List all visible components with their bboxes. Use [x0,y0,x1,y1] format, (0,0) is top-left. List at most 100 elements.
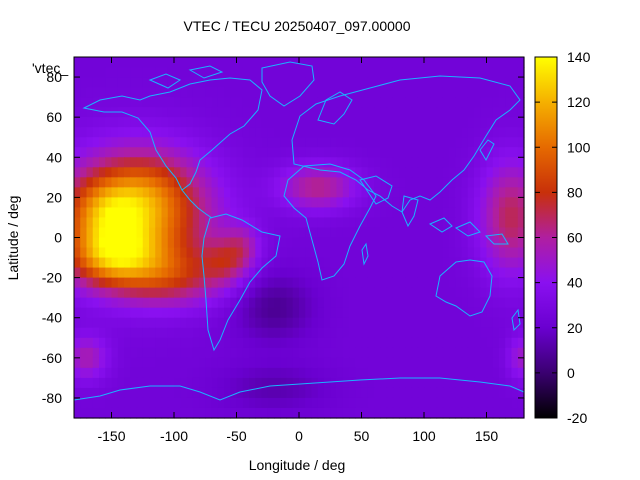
heatmap-cell [224,237,231,249]
heatmap-cell [430,247,438,259]
heatmap-cell [399,247,406,259]
heatmap-cell [155,387,163,399]
heatmap-cell [217,237,225,249]
heatmap-cell [405,147,413,158]
heatmap-cell [474,327,481,339]
heatmap-cell [392,247,400,259]
heatmap-cell [349,387,356,399]
heatmap-cell [136,177,144,188]
heatmap-cell [286,327,294,339]
heatmap-cell [424,267,431,279]
heatmap-cell [349,197,356,209]
heatmap-cell [517,357,525,369]
heatmap-cell [392,317,400,329]
heatmap-cell [130,397,138,409]
heatmap-cell [336,77,344,88]
heatmap-cell [280,187,288,198]
heatmap-cell [205,297,213,309]
heatmap-cell [286,167,294,178]
heatmap-cell [367,377,375,389]
heatmap-cell [392,367,400,379]
heatmap-cell [130,237,138,249]
heatmap-cell [311,337,319,349]
heatmap-cell [174,357,181,369]
heatmap-cell [442,227,450,239]
heatmap-cell [292,347,300,359]
heatmap-cell [192,217,200,229]
heatmap-cell [480,237,488,249]
heatmap-cell [242,297,250,309]
heatmap-cell [105,77,113,88]
colorbar-tick-label: 0 [567,365,575,381]
heatmap-cell [480,167,488,178]
heatmap-cell [461,57,469,68]
heatmap-cell [111,237,119,249]
heatmap-cell [167,377,175,389]
heatmap-cell [486,117,494,128]
heatmap-cell [224,287,231,299]
heatmap-cell [230,317,238,329]
heatmap-cell [211,247,219,259]
heatmap-cell [174,387,181,399]
heatmap-cell [474,77,481,88]
heatmap-cell [436,277,444,289]
heatmap-cell [405,317,413,329]
heatmap-cell [361,177,369,188]
heatmap-cell [442,287,450,299]
heatmap-cell [355,247,363,259]
heatmap-cell [349,207,356,219]
heatmap-cell [236,97,244,108]
heatmap-cell [92,287,100,299]
heatmap-cell [386,357,394,369]
colorbar-tick-label: 140 [567,49,591,65]
heatmap-cell [399,287,406,299]
heatmap-cell [442,387,450,399]
heatmap-cell [474,107,481,118]
heatmap-cell [142,177,150,188]
heatmap-cell [105,197,113,209]
heatmap-cell [336,357,344,369]
heatmap-cell [267,277,275,289]
heatmap-cell [336,377,344,389]
heatmap-cell [455,97,463,108]
heatmap-cell [261,337,269,349]
heatmap-cell [342,157,350,168]
heatmap-cell [436,77,444,88]
heatmap-cell [236,167,244,178]
heatmap-cell [286,317,294,329]
heatmap-cell [455,327,463,339]
heatmap-cell [186,347,194,359]
heatmap-cell [186,357,194,369]
heatmap-cell [430,117,438,128]
heatmap-cell [167,287,175,299]
heatmap-cell [167,307,175,319]
heatmap-cell [217,167,225,178]
heatmap-cell [99,367,106,379]
heatmap-cell [292,367,300,379]
heatmap-cell [324,367,331,379]
heatmap-cell [205,287,213,299]
heatmap-cell [180,227,188,239]
heatmap-cell [405,307,413,319]
heatmap-cell [367,127,375,138]
heatmap-cell [249,107,256,118]
heatmap-cell [417,167,425,178]
heatmap-cell [305,217,313,229]
heatmap-cell [117,227,125,239]
heatmap-cell [92,57,100,68]
heatmap-cell [255,357,263,369]
heatmap-cell [424,217,431,229]
heatmap-cell [299,357,306,369]
heatmap-cell [386,157,394,168]
chart-title: VTEC / TECU 20250407_097.00000 [183,18,410,34]
heatmap-cell [474,337,481,349]
heatmap-cell [186,337,194,349]
heatmap-cell [180,307,188,319]
heatmap-cell [330,227,338,239]
heatmap-cell [236,227,244,239]
heatmap-cell [199,177,206,188]
heatmap-cell [317,167,325,178]
heatmap-cell [405,297,413,309]
heatmap-cell [180,67,188,78]
heatmap-cell [492,137,500,148]
